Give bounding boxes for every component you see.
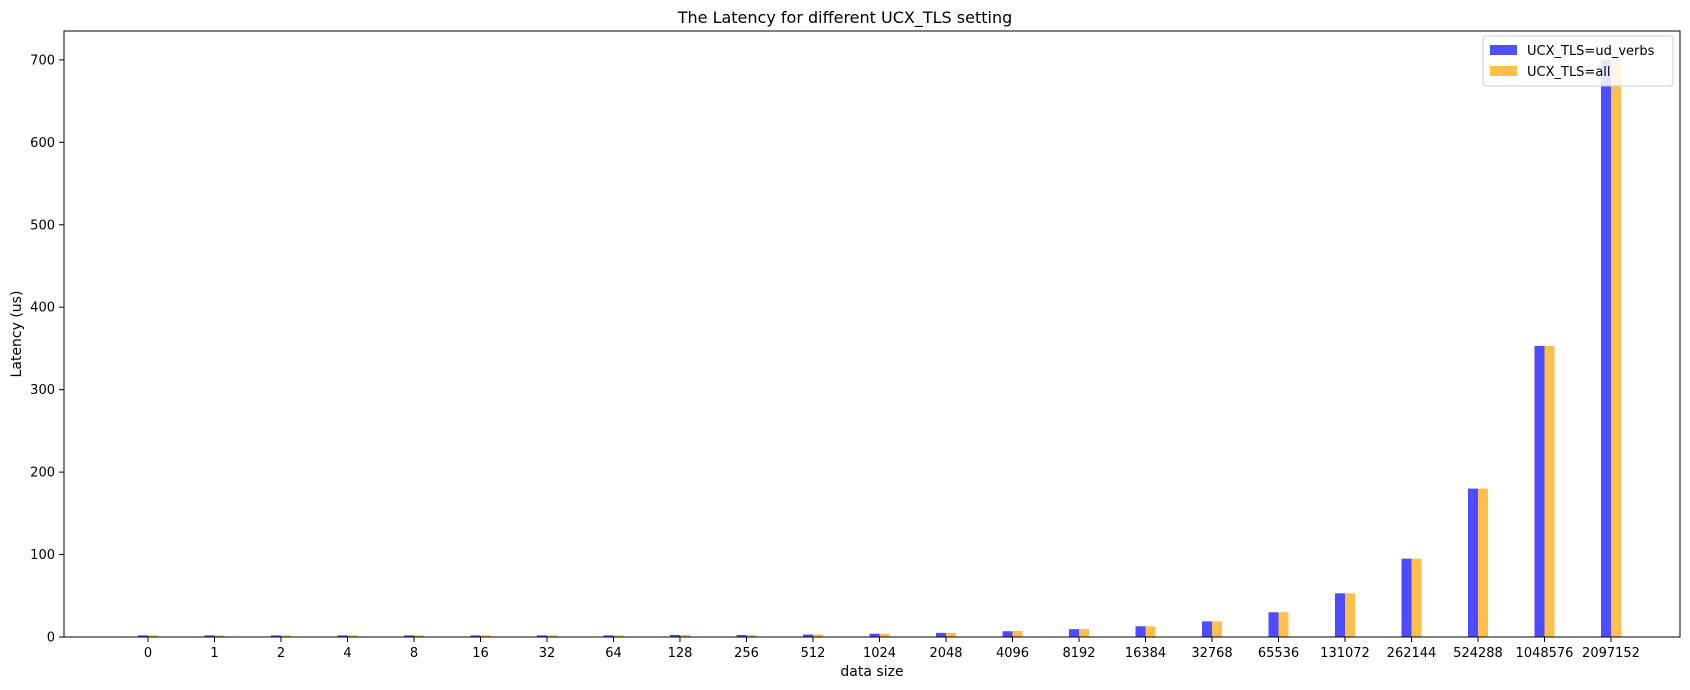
x-tick-label: 256 [734,646,759,661]
x-tick-label: 1024 [863,646,896,661]
x-tick-label: 4 [343,646,351,661]
bar-ud-verbs-524288 [1468,488,1478,637]
bar-all-512 [813,634,823,637]
bar-all-32 [547,635,557,637]
chart-title: The Latency for different UCX_TLS settin… [677,8,1013,28]
y-tick-label: 500 [30,218,55,233]
y-tick-label: 0 [47,631,55,646]
x-tick-label: 32768 [1191,646,1232,661]
y-axis: 0 100 200 300 400 500 600 700 [30,53,64,646]
bar-ud-verbs-1 [204,635,215,637]
bar-ud-verbs-16384 [1135,626,1146,637]
x-tick-label: 65536 [1258,646,1299,661]
bar-ud-verbs-256 [736,634,747,637]
y-tick-label: 600 [30,136,55,151]
y-tick-label: 100 [30,548,55,563]
bar-all-2097152 [1611,59,1621,638]
bar-all-16384 [1145,626,1156,637]
bar-ud-verbs-1048576 [1534,345,1545,637]
bar-all-64 [613,635,624,637]
x-tick-label: 32 [539,646,556,661]
bar-ud-verbs-8192 [1069,629,1079,637]
legend-swatch-all [1490,66,1517,76]
x-tick-label: 262144 [1387,646,1437,661]
y-tick-label: 400 [30,301,55,316]
bar-all-16 [480,635,491,637]
bar-ud-verbs-1024 [869,633,880,637]
bar-ud-verbs-8 [404,635,414,637]
bar-all-128 [680,634,690,637]
bar-ud-verbs-65536 [1268,612,1279,637]
x-tick-label: 2048 [929,646,962,661]
legend: UCX_TLS=ud_verbs UCX_TLS=all [1482,35,1674,87]
bar-all-1 [214,635,225,637]
x-axis-label: data size [840,664,903,680]
bar-all-32768 [1212,621,1222,637]
y-tick-label: 700 [30,53,55,68]
legend-label-all: UCX_TLS=all [1527,65,1611,80]
x-tick-label: 4096 [996,646,1029,661]
bar-all-524288 [1478,488,1488,637]
x-tick-label: 512 [801,646,826,661]
bar-ud-verbs-512 [803,634,813,637]
plot-frame [63,30,1681,638]
x-tick-label: 16384 [1125,646,1166,661]
bar-ud-verbs-32 [537,635,547,637]
x-tick-label: 128 [668,646,693,661]
y-axis-label: Latency (us) [9,291,25,378]
bar-ud-verbs-2 [271,635,281,637]
bars-group [138,59,1621,638]
bar-ud-verbs-4 [337,635,348,637]
x-tick-label: 0 [144,646,152,661]
bar-all-1048576 [1544,345,1555,637]
bar-all-4096 [1012,630,1023,637]
x-tick-label: 64 [605,646,622,661]
x-tick-label: 16 [472,646,489,661]
bar-ud-verbs-32768 [1202,621,1212,637]
bar-all-0 [148,635,158,637]
x-tick-label: 131072 [1320,646,1370,661]
x-tick-label: 1 [210,646,218,661]
legend-swatch-ud-verbs [1490,45,1517,55]
bar-all-1024 [879,633,890,637]
y-tick-label: 300 [30,383,55,398]
x-axis: 0 1 2 4 8 16 32 64 128 256 512 1024 2048 4096 8192 1638… [144,637,1640,661]
x-tick-label: 524288 [1453,646,1503,661]
bar-ud-verbs-64 [603,635,614,637]
bar-all-131072 [1345,593,1355,637]
bar-all-2 [281,635,291,637]
x-tick-label: 2097152 [1582,646,1640,661]
bar-ud-verbs-0 [138,635,148,637]
bar-all-8192 [1079,629,1089,637]
bar-ud-verbs-262144 [1401,558,1412,637]
x-tick-label: 2 [277,646,285,661]
bar-all-65536 [1278,612,1289,637]
legend-label-ud-verbs: UCX_TLS=ud_verbs [1527,44,1655,59]
bar-ud-verbs-131072 [1335,593,1345,637]
bar-all-256 [746,634,757,637]
bar-all-2048 [946,632,956,637]
bar-all-262144 [1411,558,1422,637]
x-tick-label: 8192 [1062,646,1095,661]
bar-ud-verbs-2048 [936,632,946,637]
bar-all-8 [414,635,424,637]
bar-ud-verbs-2097152 [1601,59,1611,638]
bar-ud-verbs-4096 [1002,631,1013,637]
bar-all-4 [347,635,358,637]
legend-box [1482,35,1674,87]
bar-ud-verbs-128 [670,634,680,637]
x-tick-label: 8 [410,646,418,661]
y-tick-label: 200 [30,466,55,481]
x-tick-label: 1048576 [1516,646,1574,661]
bar-ud-verbs-16 [470,635,481,637]
